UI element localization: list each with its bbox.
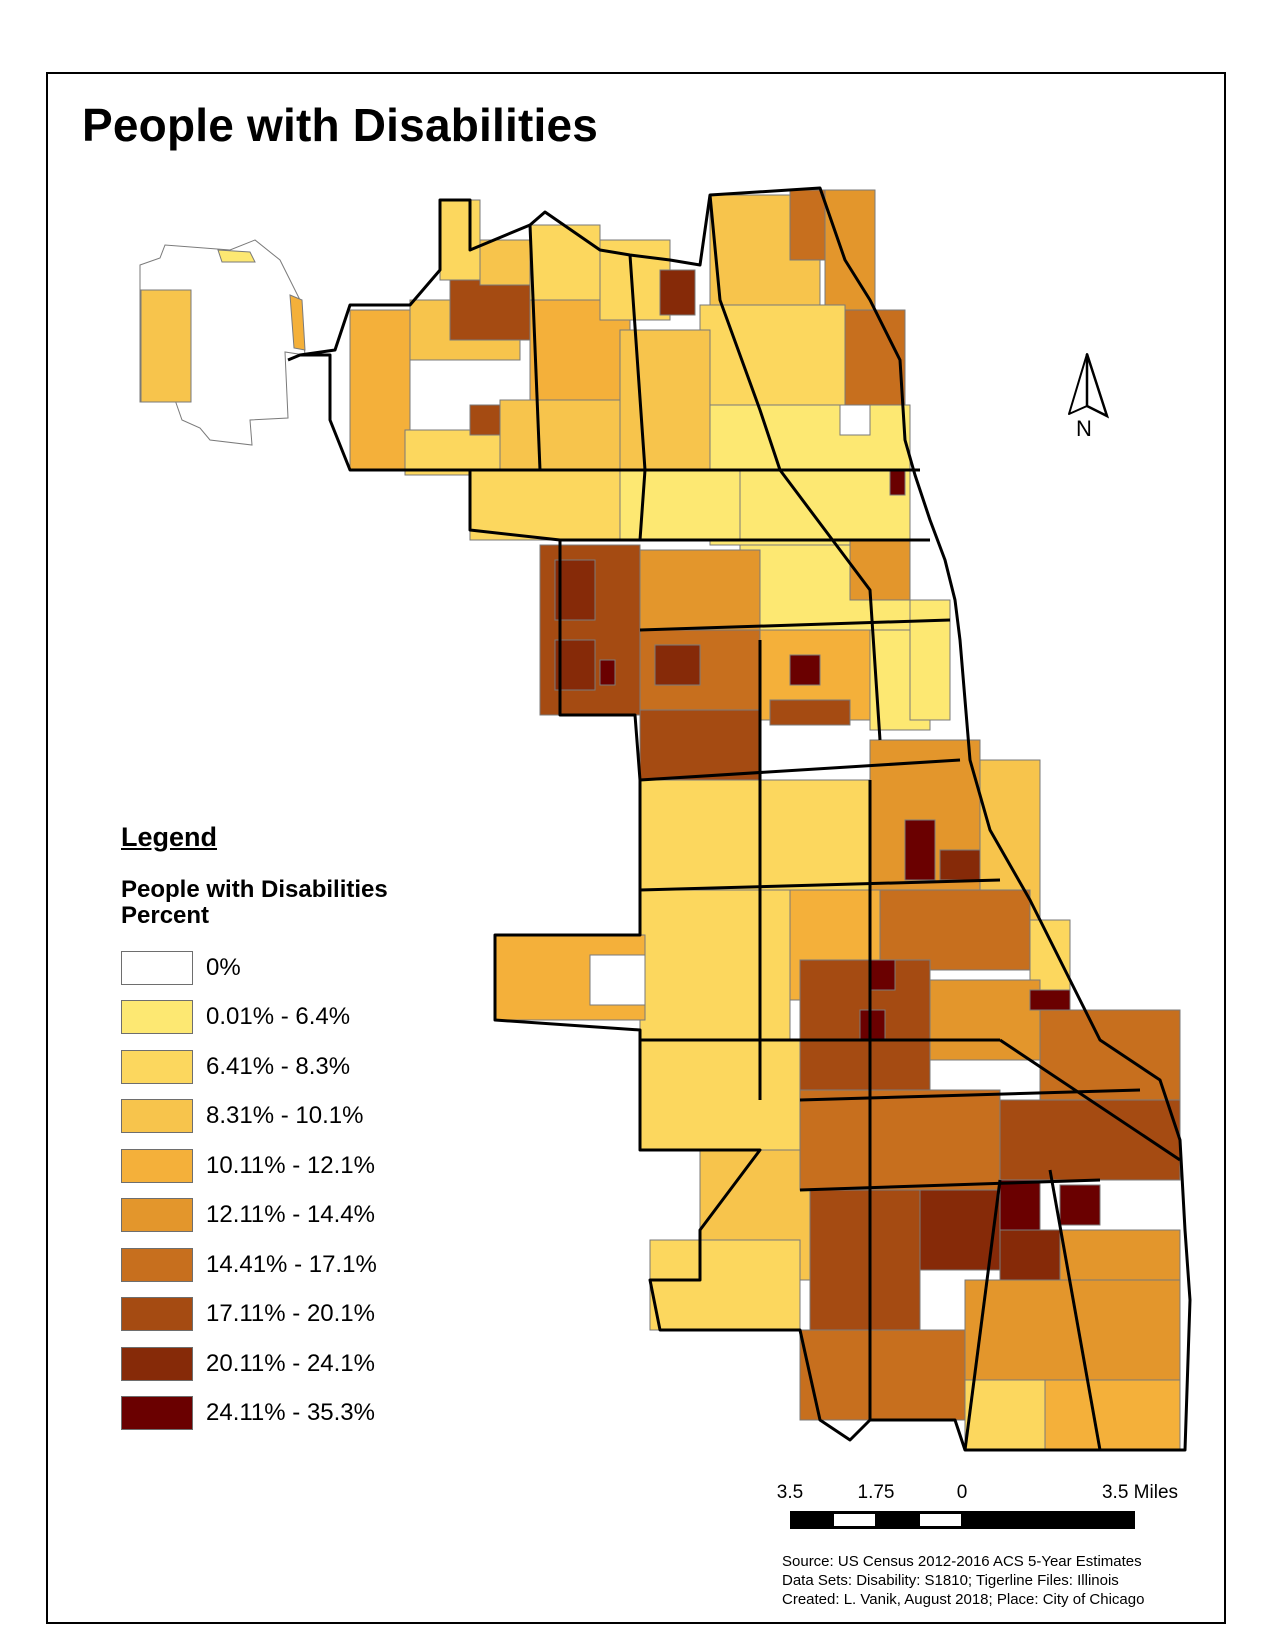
legend-class-0: 0% [121,943,388,993]
scale-segment-white [920,1514,961,1526]
legend-class-6: 14.41% - 17.1% [121,1240,388,1290]
legend-class-5: 12.11% - 14.4% [121,1191,388,1241]
north-arrow-label: N [1076,416,1092,441]
legend-swatch [121,1247,193,1282]
legend-label: 14.41% - 17.1% [206,1250,377,1278]
north-arrow-icon [1068,353,1110,419]
legend-class-1: 0.01% - 6.4% [121,993,388,1043]
legend-swatch [121,1346,193,1381]
city-outline [298,186,1192,1452]
scale-tick-3.5-left: 3.5 [776,1482,804,1503]
legend-label: 10.11% - 12.1% [206,1151,375,1179]
source-line-3: Created: L. Vanik, August 2018; Place: C… [782,1591,1145,1608]
legend-field-title-line2: Percent [121,902,210,929]
legend-swatch [121,1099,193,1134]
tract-fills [139,189,1181,1451]
legend-class-2: 6.41% - 8.3% [121,1042,388,1092]
scale-tick-3.5-miles: 3.5 Miles [1101,1482,1179,1503]
legend-swatch [121,1297,193,1332]
legend-swatch [121,1198,193,1233]
legend-swatch [121,950,193,985]
legend: Legend People with Disabilities Percent … [121,822,388,1438]
legend-swatch [121,1000,193,1035]
source-citation: Source: US Census 2012-2016 ACS 5-Year E… [782,1552,1144,1609]
scale-segment-white [834,1514,875,1526]
legend-class-9: 24.11% - 35.3% [121,1389,388,1439]
map-title: People with Disabilities [82,99,599,151]
source-line-1: Source: US Census 2012-2016 ACS 5-Year E… [782,1553,1142,1570]
legend-class-4: 10.11% - 12.1% [121,1141,388,1191]
legend-label: 17.11% - 20.1% [206,1300,375,1328]
legend-label: 6.41% - 8.3% [206,1052,351,1080]
scale-tick-0: 0 [956,1482,968,1503]
legend-class-7: 17.11% - 20.1% [121,1290,388,1340]
legend-class-list: 0% 0.01% - 6.4% 6.41% - 8.3% 8.31% - 10.… [121,943,388,1438]
legend-label: 12.11% - 14.4% [206,1201,375,1229]
legend-label: 0.01% - 6.4% [206,1003,351,1031]
legend-class-3: 8.31% - 10.1% [121,1092,388,1142]
legend-label: 0% [206,953,241,981]
legend-swatch [121,1396,193,1431]
scale-bar: 3.5 1.75 0 3.5 Miles [777,1482,1178,1542]
scale-tick-1.75: 1.75 [857,1482,895,1503]
legend-swatch [121,1148,193,1183]
legend-label: 20.11% - 24.1% [206,1349,375,1377]
legend-label: 24.11% - 35.3% [206,1399,375,1427]
legend-heading: Legend [121,822,218,852]
legend-label: 8.31% - 10.1% [206,1102,364,1130]
legend-field-title-line1: People with Disabilities [121,876,388,903]
legend-swatch [121,1049,193,1084]
source-line-2: Data Sets: Disability: S1810; Tigerline … [782,1572,1119,1589]
legend-class-8: 20.11% - 24.1% [121,1339,388,1389]
scale-bar-graphic [790,1511,1135,1529]
community-boundaries [287,186,1192,1452]
legend-field-title: People with Disabilities Percent [121,877,388,929]
